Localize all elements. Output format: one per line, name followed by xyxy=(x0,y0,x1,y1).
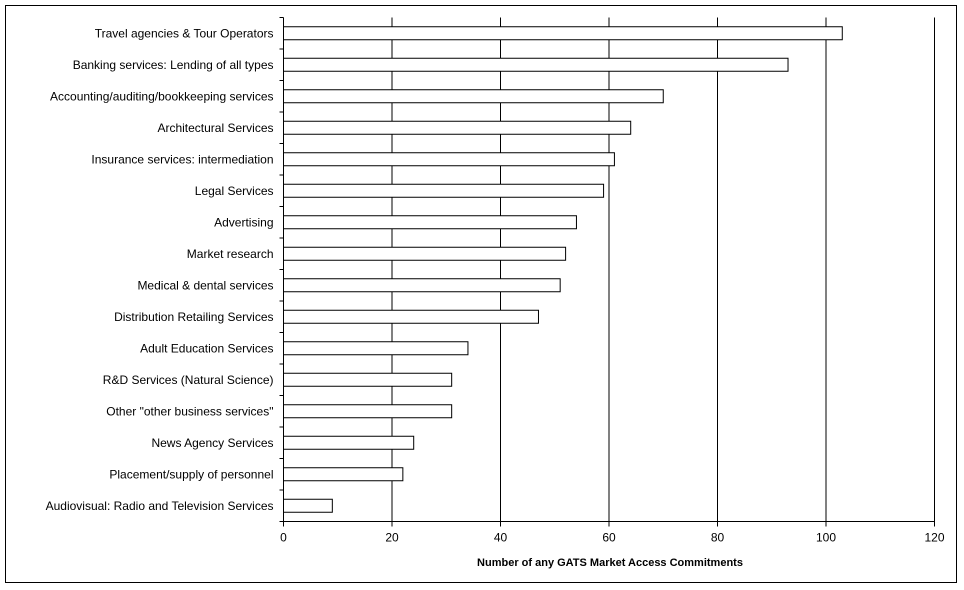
category-label: Legal Services xyxy=(195,184,274,198)
category-label: Placement/supply of personnel xyxy=(109,467,273,481)
x-tick-label: 0 xyxy=(280,531,287,545)
x-axis-title: Number of any GATS Market Access Commitm… xyxy=(477,557,743,569)
bar xyxy=(283,467,404,482)
bar xyxy=(283,309,539,324)
category-label: Audiovisual: Radio and Television Servic… xyxy=(46,499,274,513)
x-tick-label: 100 xyxy=(816,531,836,545)
x-tick-label: 80 xyxy=(711,531,725,545)
category-label: Market research xyxy=(187,247,274,261)
category-label: News Agency Services xyxy=(151,436,273,450)
bars xyxy=(283,26,843,513)
x-tick-label: 40 xyxy=(494,531,508,545)
x-tick-label: 120 xyxy=(924,531,944,545)
category-label: Accounting/auditing/bookkeeping services xyxy=(50,89,273,103)
bar xyxy=(283,89,664,104)
bar xyxy=(283,498,333,513)
bar xyxy=(283,435,415,450)
category-label: Distribution Retailing Services xyxy=(114,310,273,324)
category-label: Advertising xyxy=(214,215,273,229)
bar xyxy=(283,278,561,293)
category-label: Adult Education Services xyxy=(140,341,273,355)
category-label: Insurance services: intermediation xyxy=(91,152,273,166)
category-label: R&D Services (Natural Science) xyxy=(103,373,274,387)
category-label: Architectural Services xyxy=(157,121,273,135)
bar xyxy=(283,246,567,261)
bar xyxy=(283,152,615,167)
bar xyxy=(283,26,843,41)
x-tick-label: 20 xyxy=(385,531,399,545)
bar xyxy=(283,341,469,356)
x-tick-label: 60 xyxy=(602,531,616,545)
bar xyxy=(283,183,605,198)
labels: 0 20 40 60 80 100 120 Travel agencies & Tour Op… xyxy=(46,26,945,544)
bar xyxy=(283,57,789,72)
category-label: Banking services: Lending of all types xyxy=(73,58,274,72)
category-label: Travel agencies & Tour Operators xyxy=(95,26,274,40)
category-label: Medical & dental services xyxy=(137,278,273,292)
bar xyxy=(283,404,453,419)
bar xyxy=(283,120,632,135)
axes xyxy=(279,17,935,527)
category-label: Other "other business services" xyxy=(106,404,273,418)
bar xyxy=(283,215,577,230)
bar xyxy=(283,372,453,387)
